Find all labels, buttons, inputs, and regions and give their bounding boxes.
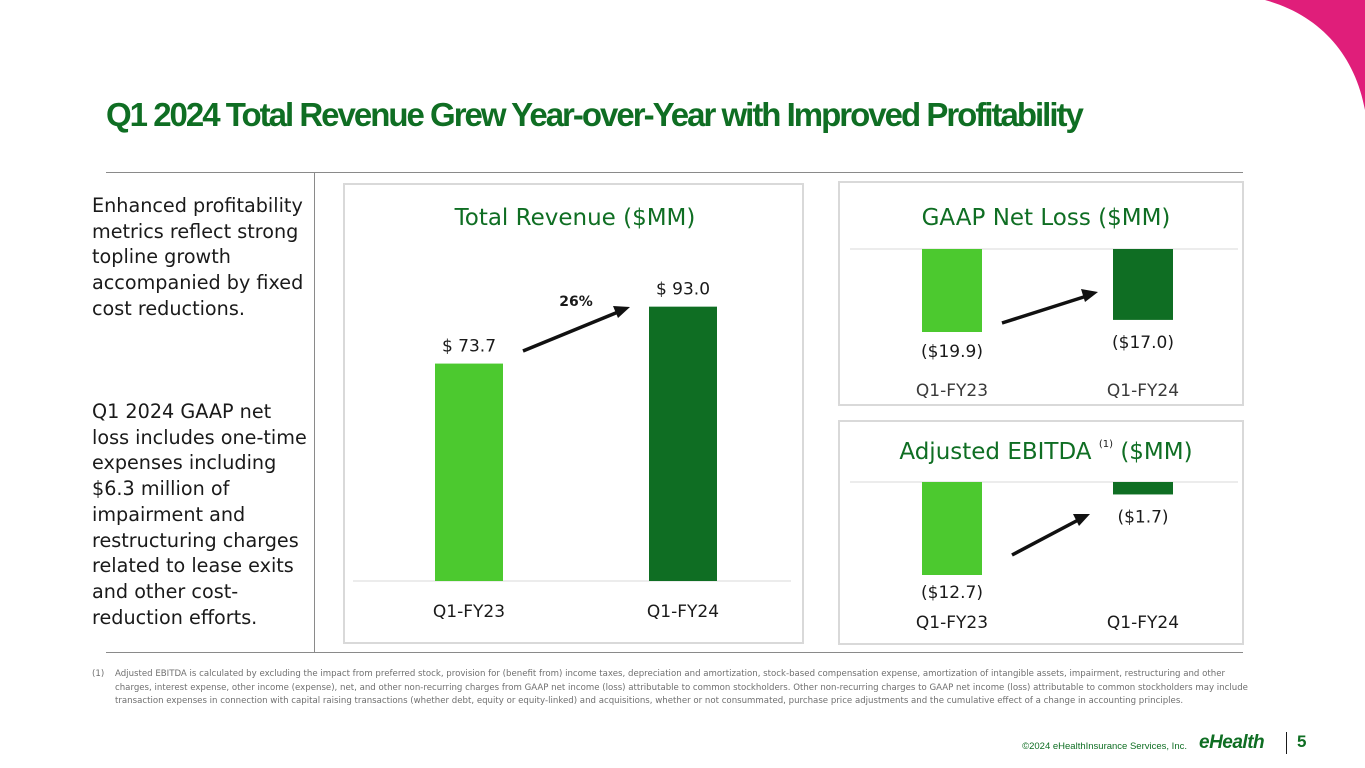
adjusted-ebitda-label-q1-fy24: ($1.7) [1117, 507, 1168, 527]
sidebar-paragraph-profitability: Enhanced profitability metrics reflect s… [92, 194, 304, 320]
net-loss-arrowhead [1081, 289, 1098, 302]
revenue-bar-q1-fy24 [649, 306, 717, 581]
adjusted-ebitda-bar-q1-fy23 [922, 482, 982, 575]
adjusted-ebitda-chart-panel: Adjusted EBITDA (1) ($MM) ($12.7) ($1.7)… [838, 420, 1244, 645]
net-loss-category-q1-fy24: Q1-FY24 [1107, 381, 1179, 401]
revenue-category-q1-fy23: Q1-FY23 [433, 602, 505, 622]
net-loss-improvement-arrow [1001, 293, 1091, 325]
revenue-growth-arrow [522, 308, 624, 353]
net-loss-chart-panel: GAAP Net Loss ($MM) ($19.9) ($17.0) Q1-F… [838, 181, 1244, 406]
revenue-chart: Total Revenue ($MM) $ 73.7 $ 93.0 26% Q1… [353, 205, 791, 622]
net-loss-bar-q1-fy24 [1113, 249, 1173, 320]
adjusted-ebitda-title-main: Adjusted EBITDA [899, 439, 1091, 465]
top-divider [106, 172, 1243, 173]
footnote-text: Adjusted EBITDA is calculated by excludi… [115, 669, 1248, 707]
adjusted-ebitda-arrowhead [1073, 514, 1090, 526]
net-loss-label-q1-fy24: ($17.0) [1112, 333, 1174, 353]
vertical-divider [314, 172, 315, 652]
ehealth-logo: eHealth [1199, 732, 1265, 753]
adjusted-ebitda-label-q1-fy23: ($12.7) [921, 583, 983, 603]
slide-title: Q1 2024 Total Revenue Grew Year-over-Yea… [106, 96, 1084, 133]
revenue-label-q1-fy24: $ 93.0 [656, 280, 710, 300]
revenue-label-q1-fy23: $ 73.7 [442, 337, 496, 357]
revenue-chart-panel: Total Revenue ($MM) $ 73.7 $ 93.0 26% Q1… [343, 183, 804, 644]
adjusted-ebitda-chart: Adjusted EBITDA (1) ($MM) ($12.7) ($1.7)… [850, 427, 1238, 633]
bottom-divider [106, 652, 1243, 653]
adjusted-ebitda-category-q1-fy23: Q1-FY23 [916, 613, 988, 633]
revenue-chart-title: Total Revenue ($MM) [454, 205, 696, 231]
net-loss-bar-q1-fy23 [922, 249, 982, 332]
footnote-number: (1) [92, 669, 105, 679]
page-number: 5 [1297, 732, 1307, 751]
corner-accent-shape [1265, 0, 1365, 110]
sidebar-paragraph-net-loss: Q1 2024 GAAP net loss includes one-time … [92, 400, 307, 629]
revenue-growth-arrowhead [613, 306, 630, 318]
adjusted-ebitda-title-units: ($MM) [1120, 439, 1192, 465]
adjusted-ebitda-bar-q1-fy24 [1113, 482, 1173, 495]
adjusted-ebitda-category-q1-fy24: Q1-FY24 [1107, 613, 1179, 633]
slide-footer: ©2024 eHealthInsurance Services, Inc. eH… [0, 732, 1365, 754]
revenue-category-q1-fy24: Q1-FY24 [647, 602, 719, 622]
adjusted-ebitda-footnote-marker: (1) [1099, 439, 1113, 450]
footer-separator [1286, 732, 1287, 754]
revenue-bar-q1-fy23 [435, 363, 503, 581]
net-loss-chart-title: GAAP Net Loss ($MM) [922, 205, 1171, 231]
net-loss-label-q1-fy23: ($19.9) [921, 342, 983, 362]
adjusted-ebitda-improvement-arrow [1011, 516, 1083, 557]
adjusted-ebitda-chart-title: Adjusted EBITDA (1) ($MM) [899, 427, 1192, 465]
net-loss-category-q1-fy23: Q1-FY23 [916, 381, 988, 401]
copyright-text: ©2024 eHealthInsurance Services, Inc. [1022, 741, 1187, 752]
revenue-growth-percent: 26% [559, 294, 593, 310]
net-loss-chart: GAAP Net Loss ($MM) ($19.9) ($17.0) Q1-F… [850, 205, 1238, 401]
